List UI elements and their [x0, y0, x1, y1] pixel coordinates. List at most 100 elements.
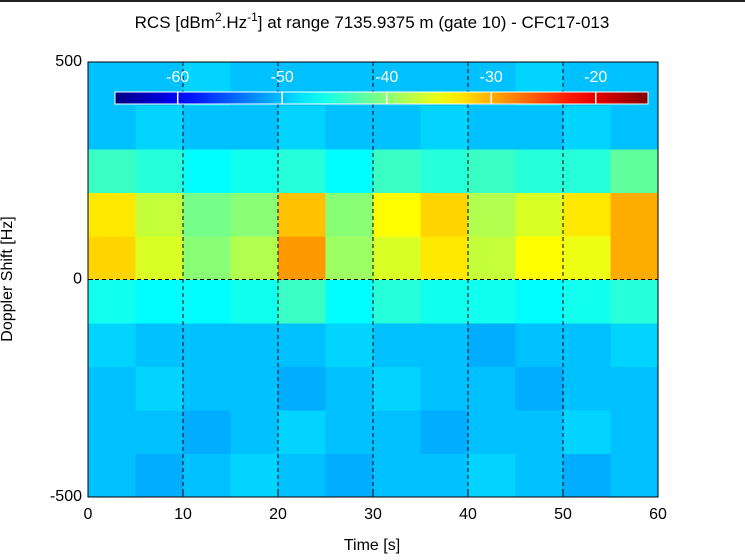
- heatmap-cell: [278, 236, 326, 280]
- heatmap-cell: [468, 279, 516, 324]
- heatmap-cell: [610, 366, 659, 411]
- heatmap-cell: [515, 279, 564, 324]
- heatmap-cell: [88, 149, 136, 193]
- heatmap-cell: [468, 236, 516, 280]
- heatmap-cell: [325, 105, 374, 150]
- heatmap-cell: [230, 279, 279, 324]
- heatmap-cell: [183, 323, 231, 367]
- title-part: .Hz: [222, 13, 248, 32]
- heatmap-cell: [325, 410, 374, 454]
- heatmap-cell: [468, 453, 516, 498]
- heatmap-cell: [563, 192, 611, 237]
- y-tick-label: 0: [73, 271, 82, 288]
- heatmap-cell: [325, 149, 374, 193]
- heatmap-cell: [373, 192, 421, 237]
- heatmap-cell: [183, 366, 231, 411]
- y-tick-label: -500: [50, 488, 82, 505]
- heatmap-cell: [278, 192, 326, 237]
- heatmap-cell: [468, 192, 516, 237]
- heatmap-cell: [420, 279, 469, 324]
- heatmap-cell: [420, 236, 469, 280]
- heatmap-cell: [135, 453, 184, 498]
- heatmap-cell: [325, 366, 374, 411]
- heatmap-cell: [230, 453, 279, 498]
- heatmap-cell: [610, 236, 659, 280]
- heatmap-cell: [515, 105, 564, 150]
- heatmap-cell: [373, 236, 421, 280]
- x-tick-label: 30: [364, 506, 382, 523]
- heatmap-cell: [88, 279, 136, 324]
- colorbar-tick-label: -20: [584, 69, 607, 86]
- heatmap-cell: [135, 236, 184, 280]
- heatmap-cell: [135, 279, 184, 324]
- heatmap-cell: [88, 453, 136, 498]
- x-tick-label: 40: [459, 506, 477, 523]
- heatmap-cell: [373, 410, 421, 454]
- heatmap-cell: [610, 279, 659, 324]
- heatmap-cell: [325, 279, 374, 324]
- heatmap-cell: [230, 366, 279, 411]
- heatmap-cell: [420, 192, 469, 237]
- heatmap-cell: [230, 192, 279, 237]
- heatmap-cell: [325, 453, 374, 498]
- heatmap-cell: [278, 105, 326, 150]
- heatmap-cell: [88, 366, 136, 411]
- heatmap-cell: [468, 366, 516, 411]
- heatmap-cell: [278, 410, 326, 454]
- title-sup: -1: [247, 10, 258, 24]
- heatmap-cell: [563, 236, 611, 280]
- heatmap-cell: [278, 279, 326, 324]
- heatmap-cell: [88, 105, 136, 150]
- heatmap-cell: [515, 192, 564, 237]
- title-part: ] at range 7135.9375 m (gate 10) - CFC17…: [258, 13, 610, 32]
- heatmap-cell: [325, 236, 374, 280]
- heatmap-cell: [420, 410, 469, 454]
- heatmap-cell: [135, 105, 184, 150]
- heatmap-cell: [230, 105, 279, 150]
- heatmap-cell: [468, 323, 516, 367]
- heatmap-cell: [515, 366, 564, 411]
- heatmap-cell: [563, 366, 611, 411]
- heatmap-cell: [135, 323, 184, 367]
- heatmap-cell: [420, 323, 469, 367]
- heatmap-cell: [610, 105, 659, 150]
- heatmap-cell: [563, 279, 611, 324]
- x-axis-label: Time [s]: [344, 537, 400, 554]
- y-tick-label: 500: [55, 53, 82, 70]
- heatmap-cell: [278, 453, 326, 498]
- heatmap-cell: [563, 453, 611, 498]
- heatmap-cell: [135, 149, 184, 193]
- heatmap-cell: [515, 236, 564, 280]
- heatmap-cell: [88, 323, 136, 367]
- heatmap-cell: [468, 105, 516, 150]
- heatmap-cell: [563, 410, 611, 454]
- heatmap-cell: [468, 410, 516, 454]
- heatmap-cell: [88, 410, 136, 454]
- heatmap-cell: [183, 279, 231, 324]
- heatmap-cell: [230, 149, 279, 193]
- heatmap-cell: [230, 410, 279, 454]
- heatmap-cell: [278, 149, 326, 193]
- heatmap-cell: [515, 149, 564, 193]
- heatmap-cell: [183, 192, 231, 237]
- heatmap-cell: [610, 453, 659, 498]
- heatmap-cell: [183, 105, 231, 150]
- heatmap-cell: [610, 410, 659, 454]
- heatmap-cell: [515, 410, 564, 454]
- chart-title: RCS [dBm2.Hz-1] at range 7135.9375 m (ga…: [135, 10, 610, 32]
- x-tick-label: 60: [649, 506, 667, 523]
- heatmap-cell: [610, 149, 659, 193]
- title-sup: 2: [215, 10, 222, 24]
- colorbar: [114, 91, 649, 105]
- heatmap-cell: [610, 323, 659, 367]
- x-tick-label: 0: [84, 506, 93, 523]
- x-tick-label: 50: [554, 506, 572, 523]
- heatmap-cell: [88, 236, 136, 280]
- heatmap-cell: [278, 366, 326, 411]
- heatmap-cell: [278, 323, 326, 367]
- heatmap-cell: [135, 410, 184, 454]
- heatmap-cell: [563, 105, 611, 150]
- heatmap-cell: [515, 323, 564, 367]
